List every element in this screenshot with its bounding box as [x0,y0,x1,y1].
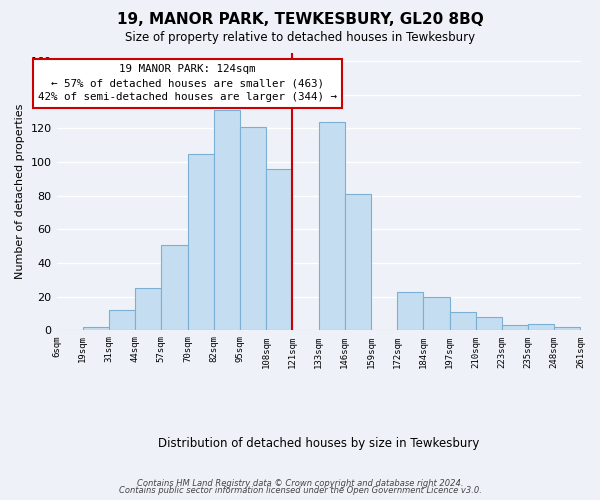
Bar [319,122,345,330]
Text: Size of property relative to detached houses in Tewkesbury: Size of property relative to detached ho… [125,31,475,44]
Bar [83,327,109,330]
Bar [449,312,476,330]
Y-axis label: Number of detached properties: Number of detached properties [15,104,25,279]
Bar [476,317,502,330]
Bar [214,110,240,330]
Bar [135,288,161,331]
Bar [240,126,266,330]
X-axis label: Distribution of detached houses by size in Tewkesbury: Distribution of detached houses by size … [158,437,479,450]
Bar [554,327,580,330]
Text: Contains HM Land Registry data © Crown copyright and database right 2024.: Contains HM Land Registry data © Crown c… [137,478,463,488]
Bar [397,292,424,331]
Bar [502,326,528,330]
Text: 19, MANOR PARK, TEWKESBURY, GL20 8BQ: 19, MANOR PARK, TEWKESBURY, GL20 8BQ [116,12,484,28]
Bar [109,310,135,330]
Bar [266,168,292,330]
Text: Contains public sector information licensed under the Open Government Licence v3: Contains public sector information licen… [119,486,481,495]
Bar [528,324,554,330]
Bar [161,244,188,330]
Bar [424,297,449,330]
Text: 19 MANOR PARK: 124sqm
← 57% of detached houses are smaller (463)
42% of semi-det: 19 MANOR PARK: 124sqm ← 57% of detached … [38,64,337,102]
Bar [345,194,371,330]
Bar [188,154,214,330]
